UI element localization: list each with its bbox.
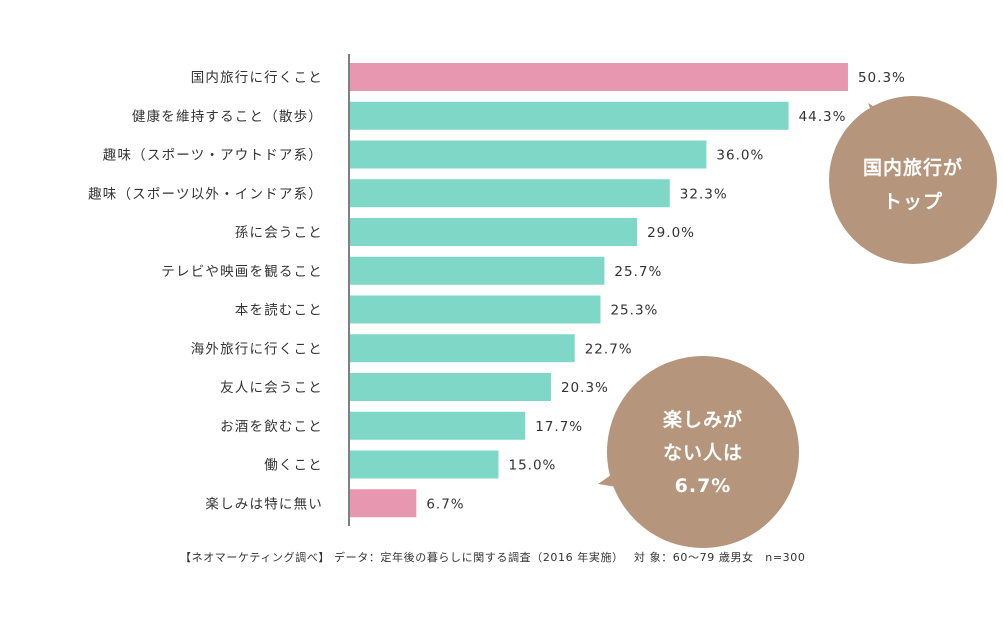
bar-8	[350, 373, 551, 401]
bar-3	[350, 179, 670, 208]
bar-11	[350, 489, 417, 518]
category-label-0: 国内旅行に行くこと	[191, 70, 323, 86]
category-label-5: テレビや映画を観ること	[161, 263, 323, 280]
value-label-2: 36.0%	[716, 148, 764, 164]
callout-none-line-3: 6.7%	[675, 475, 732, 497]
bar-5	[350, 256, 605, 285]
callout-top-circle	[829, 96, 997, 264]
callout-top-line-1: 国内旅行が	[863, 156, 963, 179]
category-label-9: お酒を飲むこと	[220, 419, 323, 435]
bar-2	[350, 140, 707, 169]
bar-6	[350, 295, 601, 324]
category-label-6: 本を読むこと	[235, 303, 323, 319]
value-label-1: 44.3%	[799, 109, 847, 125]
value-label-0: 50.3%	[858, 70, 906, 86]
callout-top-line-2: トップ	[883, 190, 943, 213]
bar-4	[350, 218, 638, 246]
value-label-7: 22.7%	[585, 341, 633, 357]
bar-10	[350, 450, 499, 479]
category-label-3: 趣味（スポーツ以外・インドア系）	[88, 186, 323, 202]
category-label-8: 友人に会うこと	[220, 380, 323, 396]
value-label-8: 20.3%	[561, 380, 609, 396]
category-label-2: 趣味（スポーツ・アウトドア系）	[103, 148, 323, 164]
bar-9	[350, 411, 526, 440]
category-label-1: 健康を維持すること（散歩）	[132, 108, 323, 125]
bar-0	[350, 63, 848, 91]
callout-none-line-2: ない人は	[663, 442, 743, 464]
category-label-7: 海外旅行に行くこと	[191, 341, 323, 357]
source-note: 【ネオマーケティング調べ】 データ：定年後の暮らしに関する調査（2016 年実施…	[180, 551, 806, 564]
callout-none-line-1: 楽しみが	[663, 408, 743, 431]
value-label-5: 25.7%	[614, 264, 662, 280]
category-label-11: 楽しみは特に無い	[205, 496, 323, 512]
value-label-4: 29.0%	[647, 225, 695, 241]
bar-1	[350, 101, 789, 130]
value-label-6: 25.3%	[610, 303, 658, 319]
callout-none-bubble: 楽しみが ない人は 6.7%	[598, 356, 799, 548]
callouts-layer: 国内旅行が トップ 楽しみが ない人は 6.7%	[598, 96, 997, 548]
category-label-4: 孫に会うこと	[235, 225, 323, 241]
callout-none-circle	[607, 356, 799, 548]
callout-top-bubble: 国内旅行が トップ	[829, 96, 997, 264]
value-label-9: 17.7%	[535, 419, 583, 435]
value-label-11: 6.7%	[426, 496, 464, 512]
category-label-10: 働くこと	[264, 458, 323, 474]
value-label-10: 15.0%	[509, 458, 557, 474]
value-label-3: 32.3%	[680, 186, 728, 202]
bars-layer: 国内旅行に行くこと 50.3% 健康を維持すること（散歩） 44.3% 趣味（スポーツ・…	[88, 63, 906, 518]
bar-7	[350, 334, 575, 363]
